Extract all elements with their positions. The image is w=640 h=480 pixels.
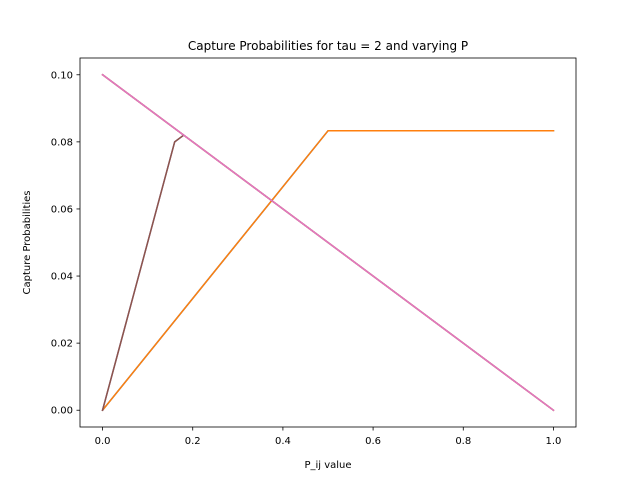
- y-axis-ticks: 0.00 0.02 0.04 0.06 0.08 0.10: [51, 70, 80, 417]
- x-tick-label: 0.6: [365, 436, 381, 447]
- x-axis-ticks: 0.0 0.2 0.4 0.6 0.8 1.0: [95, 427, 562, 447]
- y-tick-label: 0.02: [51, 339, 73, 350]
- y-tick-label: 0.08: [51, 137, 73, 148]
- y-tick-label: 0.04: [51, 272, 73, 283]
- chart-title: Capture Probabilities for tau = 2 and va…: [188, 39, 468, 53]
- y-tick-label: 0.06: [51, 204, 73, 215]
- x-axis-label: P_ij value: [304, 460, 351, 471]
- x-tick-label: 0.8: [455, 436, 471, 447]
- series-line-2: [101, 130, 555, 412]
- x-tick-label: 0.4: [275, 436, 291, 447]
- series-line-7: [101, 73, 555, 412]
- x-tick-label: 0.0: [95, 436, 111, 447]
- y-axis-label: Capture Probabilities: [22, 190, 33, 294]
- x-tick-label: 1.0: [546, 436, 562, 447]
- y-tick-label: 0.00: [51, 406, 73, 417]
- series-layer: [101, 73, 555, 412]
- y-tick-label: 0.10: [51, 70, 73, 81]
- x-tick-label: 0.2: [185, 436, 201, 447]
- plot-frame: [79, 57, 577, 428]
- series-line-6: [101, 134, 185, 412]
